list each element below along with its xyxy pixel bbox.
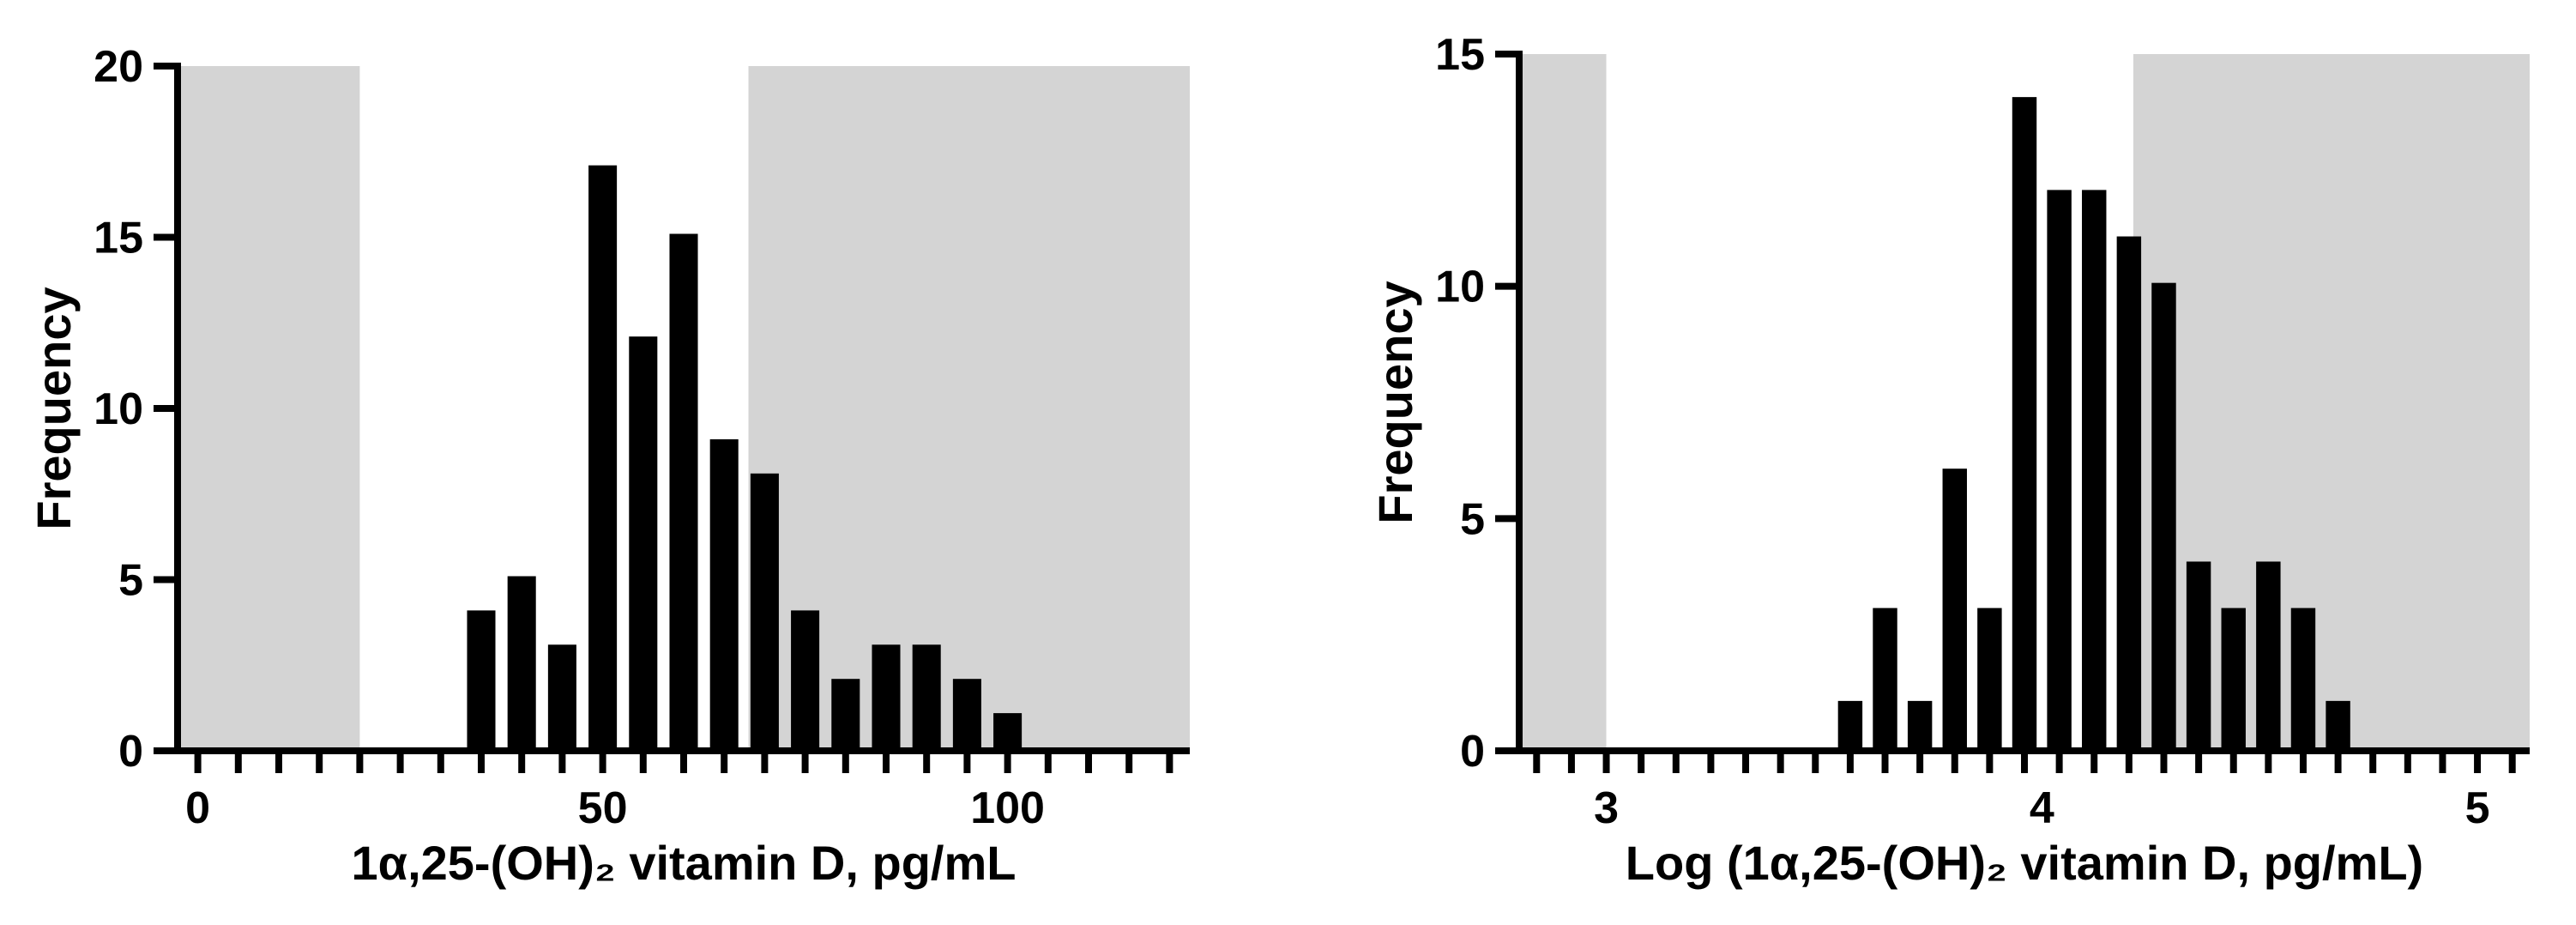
shaded-region: [178, 66, 360, 751]
y-tick-label: 0: [118, 727, 143, 777]
x-axis-title: Log (1α,25-(OH)₂ vitamin D, pg/mL): [1626, 836, 2423, 890]
x-tick-label: 50: [578, 783, 628, 833]
bar: [912, 644, 941, 751]
bar: [2290, 608, 2316, 751]
bar: [467, 610, 496, 751]
bar: [831, 679, 860, 751]
bar: [2116, 236, 2142, 751]
bar: [1907, 700, 1933, 751]
bar: [952, 679, 981, 751]
x-tick-label: 100: [970, 783, 1045, 833]
bar: [2012, 97, 2037, 752]
bar: [507, 576, 536, 751]
y-tick-label: 10: [1435, 263, 1485, 312]
y-tick-label: 15: [1435, 30, 1485, 80]
bar: [2047, 190, 2072, 751]
bar: [1873, 608, 1897, 751]
bar: [750, 473, 779, 751]
y-tick-label: 5: [118, 556, 143, 606]
x-axis-title: 1α,25-(OH)₂ vitamin D, pg/mL: [352, 836, 1017, 890]
y-tick-label: 0: [1460, 727, 1485, 777]
x-tick-label: 5: [2465, 783, 2490, 833]
bar: [547, 644, 576, 751]
x-tick-label: 4: [2030, 783, 2054, 833]
bar: [791, 610, 820, 751]
bar: [709, 438, 739, 751]
bar: [629, 336, 658, 751]
x-tick-label: 0: [185, 783, 210, 833]
x-tick-label: 3: [1594, 783, 1619, 833]
y-axis-title: Frequency: [1368, 281, 1422, 523]
bar: [2151, 282, 2176, 752]
y-tick-label: 10: [94, 384, 143, 434]
bar: [2082, 190, 2107, 751]
shaded-region: [748, 66, 1190, 751]
bar: [588, 165, 618, 751]
shaded-region: [1519, 54, 1607, 751]
bar: [2326, 700, 2350, 751]
bar: [1942, 469, 1967, 751]
bar: [2221, 608, 2246, 751]
bar: [669, 233, 698, 751]
y-axis-title: Frequency: [27, 287, 81, 529]
bar: [1837, 700, 1863, 751]
bar: [872, 644, 901, 751]
bar: [2186, 561, 2211, 751]
bar: [993, 713, 1023, 751]
y-tick-label: 20: [94, 42, 143, 92]
bar: [1977, 608, 2002, 751]
y-tick-label: 5: [1460, 494, 1485, 544]
y-tick-label: 15: [94, 214, 143, 263]
bar: [2256, 561, 2281, 751]
